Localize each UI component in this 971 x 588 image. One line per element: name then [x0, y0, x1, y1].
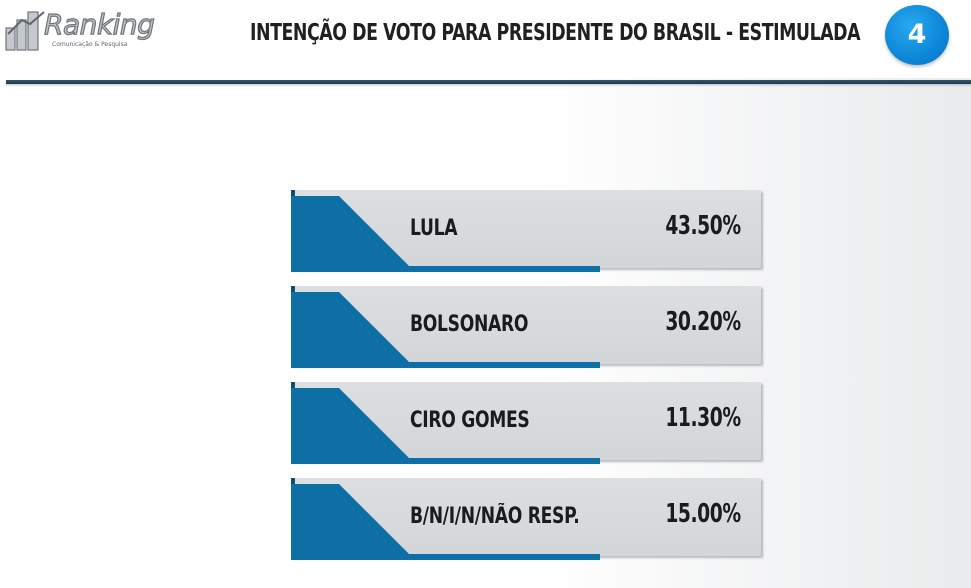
vote-percentage: 43.50%	[665, 211, 742, 241]
header-divider	[6, 80, 971, 84]
chart-row-accent	[291, 286, 600, 368]
logo-name: Ranking	[43, 8, 155, 41]
chart-row-accent-edge	[291, 382, 295, 388]
chart-row: BOLSONARO 30.20%	[291, 286, 763, 378]
ranking-logo: Ranking Comunicação & Pesquisa	[4, 8, 155, 54]
chart-row-accent-shape	[291, 292, 600, 368]
chart-row: B/N/I/N/NÃO RESP. 15.00%	[291, 478, 763, 570]
chart-row-accent	[291, 478, 600, 560]
logo-mark-icon	[5, 11, 45, 51]
chart-row-accent	[291, 382, 600, 464]
chart-row-accent-edge	[291, 190, 295, 196]
chart-row-accent-shape	[291, 196, 600, 272]
logo-tagline: Comunicação & Pesquisa	[52, 41, 128, 48]
candidate-label: BOLSONARO	[410, 312, 529, 337]
chart-row-accent-edge	[291, 478, 295, 484]
page-number-badge: 4	[885, 5, 949, 65]
chart-row: LULA 43.50%	[291, 190, 763, 282]
vote-percentage: 15.00%	[665, 499, 742, 529]
chart-row-accent-shape	[291, 388, 600, 464]
header-divider-shadow	[6, 84, 971, 87]
chart-row-accent-shape	[291, 484, 600, 560]
header: Ranking Comunicação & Pesquisa INTENÇÃO …	[0, 0, 971, 78]
candidate-label: B/N/I/N/NÃO RESP.	[410, 504, 580, 529]
chart-row-accent-edge	[291, 286, 295, 292]
page-title: INTENÇÃO DE VOTO PARA PRESIDENTE DO BRAS…	[250, 20, 861, 46]
candidate-label: LULA	[410, 216, 458, 241]
chart-row: CIRO GOMES 11.30%	[291, 382, 763, 474]
chart-row-accent	[291, 190, 600, 272]
vote-percentage: 30.20%	[665, 307, 742, 337]
vote-percentage: 11.30%	[665, 403, 742, 433]
candidate-label: CIRO GOMES	[410, 408, 530, 433]
